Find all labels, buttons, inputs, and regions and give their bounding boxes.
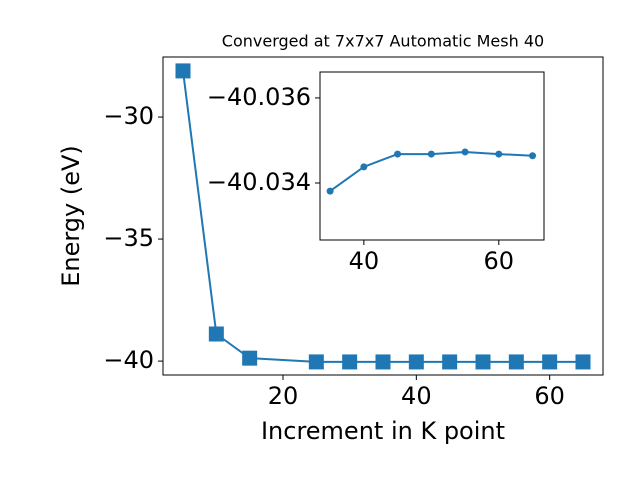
x-tick-label: 20 (268, 382, 299, 410)
marker (375, 354, 391, 370)
marker (442, 354, 458, 370)
y-tick-label: −40.036 (207, 83, 311, 111)
x-tick-label: 40 (349, 247, 380, 275)
marker (408, 354, 424, 370)
marker (495, 150, 503, 158)
x-tick-label: 60 (484, 247, 515, 275)
x-tick-label: 60 (534, 382, 565, 410)
y-axis-label: Energy (eV) (57, 145, 85, 287)
marker (427, 150, 435, 158)
marker (461, 148, 469, 156)
x-tick-label: 40 (401, 382, 432, 410)
marker (508, 354, 524, 370)
y-tick-label: −30 (103, 102, 154, 130)
marker (360, 163, 368, 171)
y-tick-label: −40 (103, 346, 154, 374)
x-axis-label: Increment in K point (261, 417, 505, 445)
marker (175, 63, 191, 79)
marker (326, 187, 334, 195)
marker (342, 354, 358, 370)
marker (242, 350, 258, 366)
marker (542, 354, 558, 370)
marker (475, 354, 491, 370)
marker (529, 152, 537, 160)
y-tick-label: −40.034 (207, 168, 311, 196)
chart-title: Converged at 7x7x7 Automatic Mesh 40 (222, 32, 544, 51)
marker (208, 326, 224, 342)
marker (394, 150, 402, 158)
y-tick-label: −35 (103, 224, 154, 252)
marker (308, 354, 324, 370)
marker (575, 354, 591, 370)
